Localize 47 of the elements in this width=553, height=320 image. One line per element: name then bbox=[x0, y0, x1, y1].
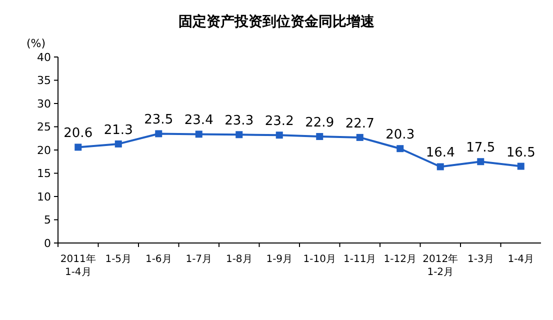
y-axis-title: (%) bbox=[26, 37, 46, 50]
y-tick-label: 40 bbox=[37, 50, 51, 64]
y-tick-label: 30 bbox=[37, 97, 51, 110]
y-tick-label: 0 bbox=[44, 236, 51, 250]
x-tick-label: 1-8月 bbox=[226, 254, 252, 265]
point bbox=[436, 163, 444, 170]
data-label: 16.5 bbox=[506, 145, 536, 160]
x-tick-label: 1-6月 bbox=[145, 254, 172, 265]
x-tick-label: 1-12月 bbox=[384, 254, 416, 265]
point bbox=[236, 131, 243, 138]
point bbox=[477, 158, 484, 166]
x-tick-label: 1-9月 bbox=[266, 254, 293, 265]
point bbox=[155, 130, 162, 138]
data-label: 20.6 bbox=[64, 126, 93, 142]
data-label: 22.9 bbox=[305, 116, 334, 131]
data-label: 23.2 bbox=[264, 114, 294, 130]
y-tick-label: 15 bbox=[37, 167, 51, 180]
point bbox=[114, 140, 122, 148]
data-label: 16.4 bbox=[426, 146, 455, 161]
data-label: 23.4 bbox=[184, 113, 214, 128]
data-label: 20.3 bbox=[386, 128, 415, 143]
y-tick-label: 20 bbox=[37, 144, 51, 157]
chart-title: 固定资产投资到位资金同比增速 bbox=[178, 13, 376, 30]
point bbox=[316, 133, 324, 140]
y-tick-label: 25 bbox=[37, 120, 51, 134]
data-label: 21.3 bbox=[104, 122, 133, 138]
x-tick-label: 1-11月 bbox=[344, 254, 376, 265]
data-label: 17.5 bbox=[466, 140, 496, 156]
point bbox=[74, 144, 82, 151]
y-tick-label: 35 bbox=[37, 74, 51, 88]
y-tick-label: 10 bbox=[37, 190, 51, 204]
data-label: 23.3 bbox=[224, 114, 254, 129]
x-tick-label: 1-7月 bbox=[186, 254, 212, 265]
data-label: 22.7 bbox=[345, 116, 374, 132]
x-tick-label: 1-10月 bbox=[303, 254, 336, 265]
y-tick-label: 5 bbox=[44, 214, 51, 227]
x-tick-label: 1-3月 bbox=[467, 254, 494, 265]
point bbox=[195, 130, 202, 138]
point bbox=[276, 132, 283, 139]
point bbox=[356, 134, 364, 141]
x-tick-label: 2011年 1-4月 bbox=[60, 253, 96, 278]
x-tick-label: 2012年 1-2月 bbox=[422, 253, 458, 278]
point bbox=[517, 162, 524, 170]
x-tick-label: 1-5月 bbox=[105, 254, 132, 265]
data-label: 23.5 bbox=[144, 112, 174, 128]
x-tick-label: 1-4月 bbox=[508, 254, 534, 265]
point bbox=[396, 145, 404, 152]
